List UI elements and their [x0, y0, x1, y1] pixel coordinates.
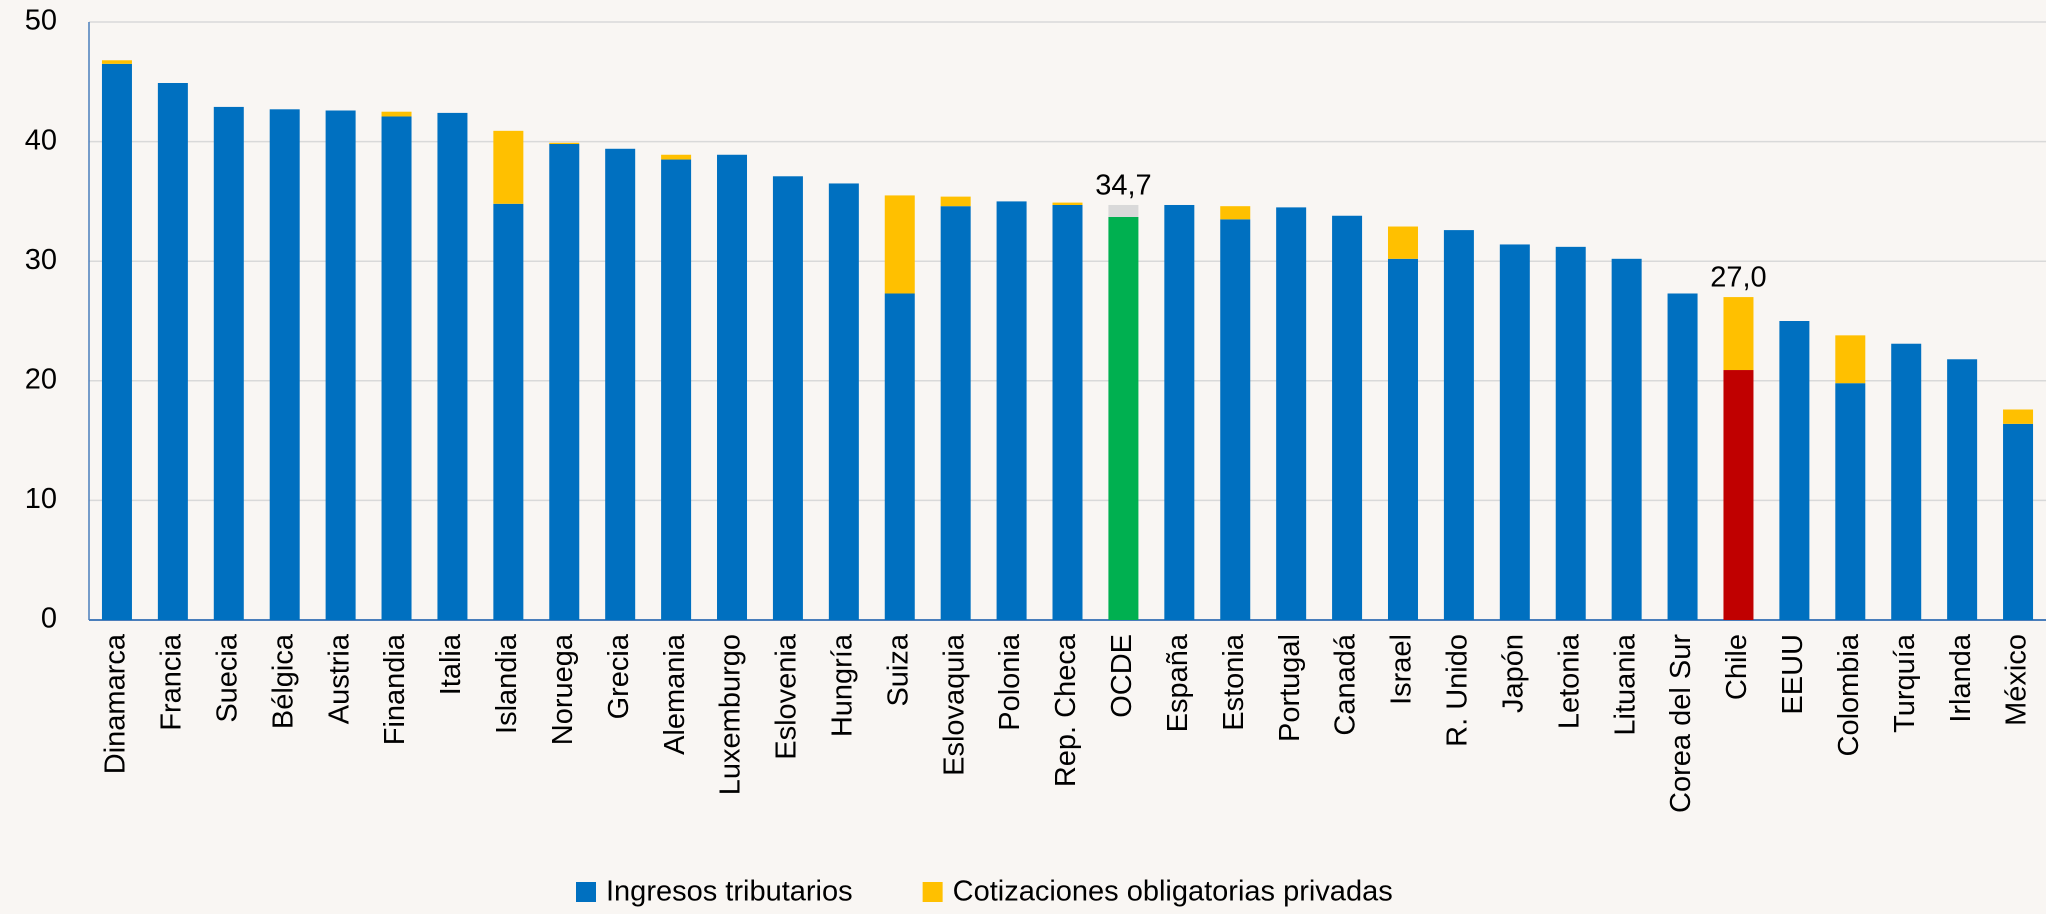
x-tick-label: Noruega [547, 633, 579, 745]
x-tick-label: Turquía [1889, 633, 1921, 733]
bar-segment [2003, 409, 2034, 424]
bar-segment [940, 196, 971, 207]
bar-segment [381, 111, 412, 117]
x-tick-label: Suecia [211, 633, 243, 723]
y-tick-label: 40 [25, 124, 57, 156]
bar-segment [772, 176, 803, 620]
bar-segment [661, 159, 692, 621]
bar-segment [157, 82, 188, 621]
bar-segment [1443, 230, 1474, 620]
bar-segment [1332, 215, 1363, 620]
x-tick-label: Alemania [659, 633, 691, 755]
bar-segment [437, 112, 468, 621]
x-tick-label: Luxemburgo [715, 634, 747, 795]
bar-segment [1387, 258, 1418, 620]
bar-segment [213, 106, 244, 620]
x-tick-label: Finandia [379, 633, 411, 745]
data-label: 34,7 [1095, 170, 1151, 202]
bar-segment [325, 110, 356, 620]
y-tick-label: 30 [25, 244, 57, 276]
bar-segment [1723, 370, 1754, 620]
x-tick-label: Italia [435, 633, 467, 695]
bar-segment [1052, 204, 1083, 620]
bar-segment [1276, 207, 1307, 620]
x-tick-label: EEUU [1777, 634, 1809, 715]
x-tick-label: Lituania [1609, 633, 1641, 735]
legend-swatch [576, 882, 596, 902]
legend-label: Ingresos tributarios [606, 876, 853, 908]
x-tick-label: Canadá [1330, 633, 1362, 735]
bar-segment [1779, 321, 1810, 620]
x-tick-label: R. Unido [1442, 634, 1474, 747]
bar-segment [549, 143, 580, 620]
bar-segment [1164, 204, 1195, 620]
bar-segment [1891, 343, 1922, 620]
x-tick-label: Islandia [491, 633, 523, 734]
bar-segment [996, 201, 1027, 620]
x-tick-label: Israel [1386, 634, 1418, 705]
bar-segment [661, 154, 692, 160]
x-tick-label: Hungría [826, 633, 858, 737]
x-tick-label: Chile [1721, 634, 1753, 700]
legend-label: Cotizaciones obligatorias privadas [953, 876, 1393, 908]
x-tick-label: Colombia [1833, 633, 1865, 756]
x-tick-label: España [1162, 633, 1194, 732]
bar-segment [1108, 204, 1139, 217]
x-tick-label: Corea del Sur [1665, 634, 1697, 813]
bar-segment [101, 63, 132, 621]
x-tick-label: Rep. Checa [1050, 633, 1082, 787]
x-tick-label: Grecia [603, 633, 635, 719]
x-tick-label: Portugal [1274, 634, 1306, 742]
y-tick-label: 10 [25, 483, 57, 515]
x-tick-label: Polonia [994, 633, 1026, 731]
bar-segment [605, 148, 636, 620]
y-tick-label: 50 [25, 5, 57, 37]
bar-segment [493, 203, 524, 621]
bar-segment [828, 183, 859, 620]
x-tick-label: Estonia [1218, 633, 1250, 731]
x-tick-label: Letonia [1553, 633, 1585, 729]
bar-segment [717, 154, 748, 621]
bar-segment [1835, 335, 1866, 384]
bar-segment [549, 142, 580, 144]
bar-segment [269, 109, 300, 621]
bar-segment [2003, 423, 2034, 620]
bar-segment [1220, 219, 1251, 620]
x-tick-label: Austria [323, 633, 355, 724]
bar-segment [1723, 297, 1754, 371]
x-tick-label: Irlanda [1945, 633, 1977, 723]
bar-segment [493, 130, 524, 204]
x-tick-label: Japón [1497, 634, 1529, 713]
x-tick-label: Bélgica [267, 633, 299, 729]
x-tick-label: Francia [156, 633, 188, 731]
bar-segment [1052, 202, 1083, 205]
bar-segment [884, 195, 915, 294]
bar-segment [1667, 293, 1698, 620]
x-tick-label: OCDE [1106, 634, 1138, 718]
x-tick-label: Eslovaquia [938, 633, 970, 776]
bar-segment [1387, 226, 1418, 259]
legend-swatch [922, 882, 943, 902]
bar-segment [1835, 383, 1866, 620]
y-tick-label: 0 [41, 603, 57, 635]
bar-segment [1947, 359, 1978, 620]
bar-segment [101, 60, 132, 64]
bar-segment [1555, 246, 1586, 620]
bar-segment [1108, 216, 1139, 620]
x-tick-label: Eslovenia [771, 633, 803, 760]
data-label: 27,0 [1710, 262, 1766, 294]
bar-segment [940, 206, 971, 620]
x-tick-label: Dinamarca [100, 633, 132, 774]
bar-segment [1499, 244, 1530, 620]
bar-segment [1611, 258, 1642, 620]
x-tick-label: México [2001, 634, 2033, 726]
bar-segment [381, 116, 412, 620]
y-tick-label: 20 [25, 363, 57, 395]
bar-segment [884, 293, 915, 620]
x-tick-label: Suiza [882, 633, 914, 706]
bar-segment [1220, 206, 1251, 220]
